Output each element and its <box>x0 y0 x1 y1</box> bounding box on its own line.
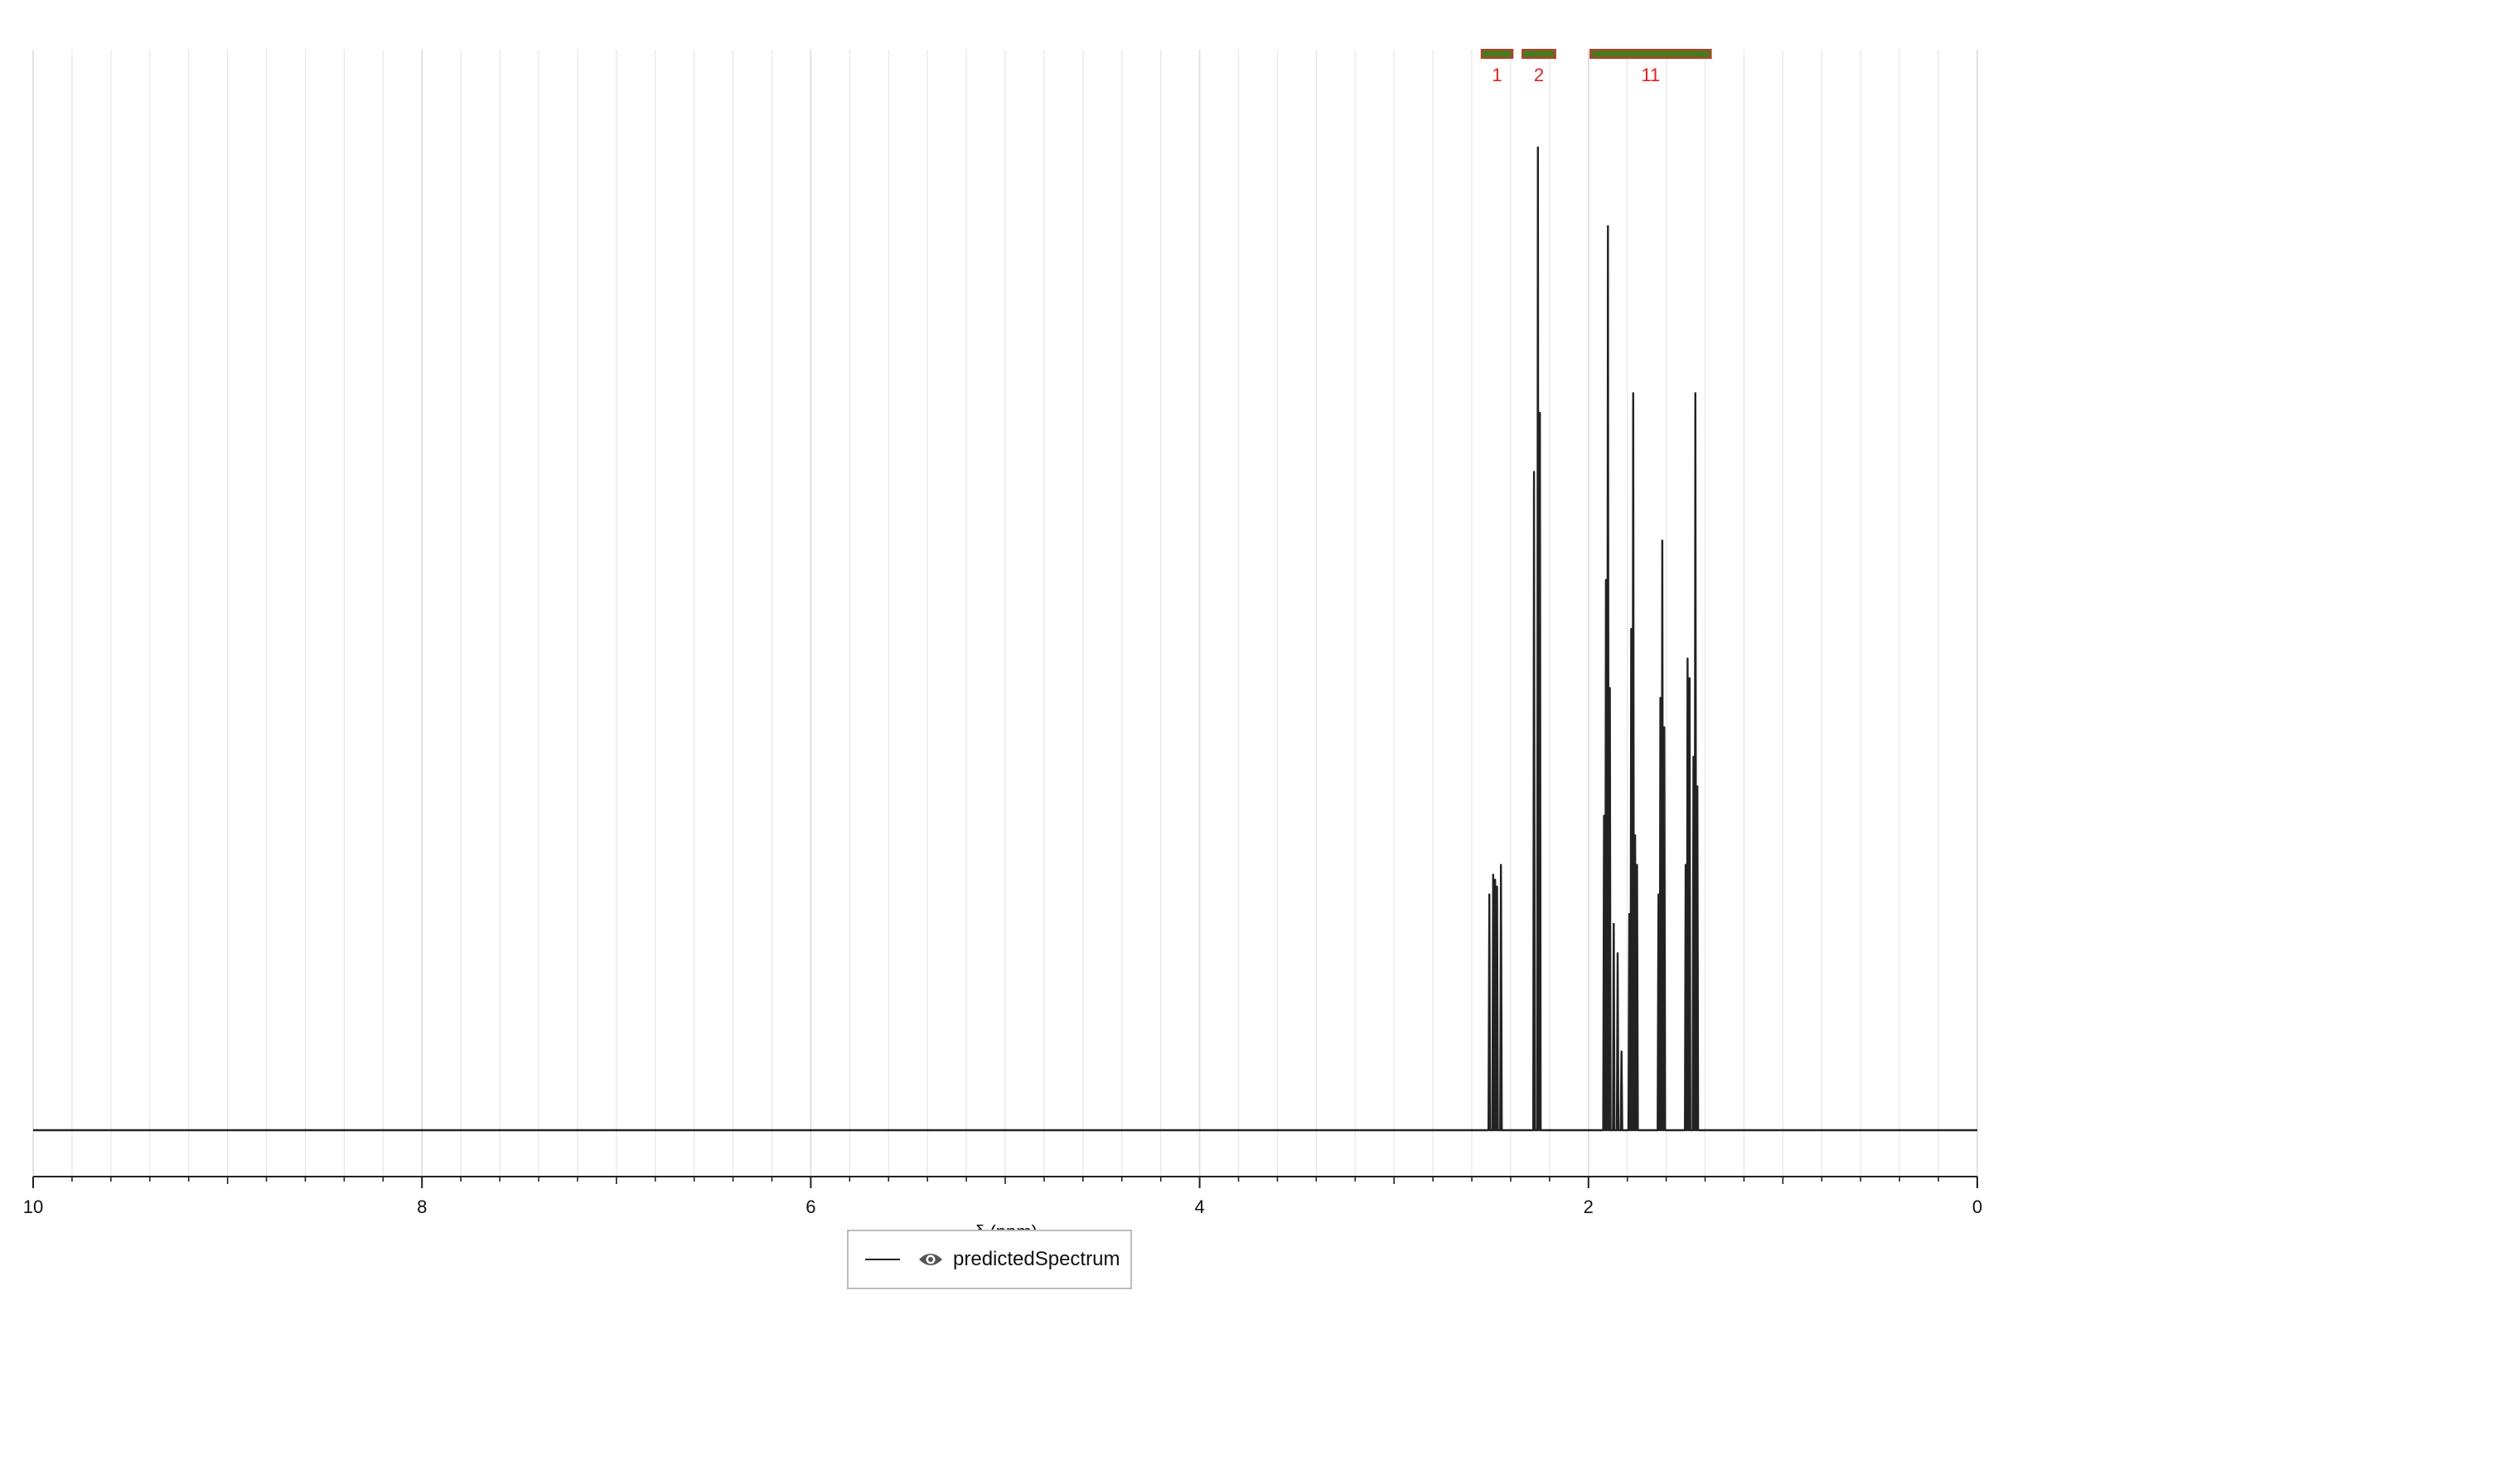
x-tick-label: 10 <box>23 1196 43 1217</box>
integrals: 1 2 11 <box>1480 49 1712 85</box>
spectrum-plot <box>33 146 1977 1132</box>
x-tick-label: 0 <box>1972 1196 1982 1217</box>
legend-label-predicted-spectrum: predictedSpectrum <box>953 1248 1120 1270</box>
eye-icon[interactable] <box>918 1251 943 1268</box>
legend-line-swatch <box>865 1259 900 1260</box>
x-tick-label: 8 <box>417 1196 427 1217</box>
integral-label-1: 1 <box>1492 65 1502 85</box>
x-tick-label: 6 <box>806 1196 815 1217</box>
x-tick-label: 4 <box>1194 1196 1204 1217</box>
grid <box>32 50 1978 1177</box>
integral-label-2: 2 <box>1534 65 1544 85</box>
integral-bar-1[interactable] <box>1480 49 1514 59</box>
integral-bar-3[interactable] <box>1589 49 1712 59</box>
integral-bar-2[interactable] <box>1522 49 1556 59</box>
x-tick-label: 2 <box>1584 1196 1594 1217</box>
spectrum-line-predicted-spectrum <box>33 146 1977 1132</box>
legend: predictedSpectrum <box>847 1230 1132 1289</box>
integral-label-3: 11 <box>1641 65 1660 85</box>
